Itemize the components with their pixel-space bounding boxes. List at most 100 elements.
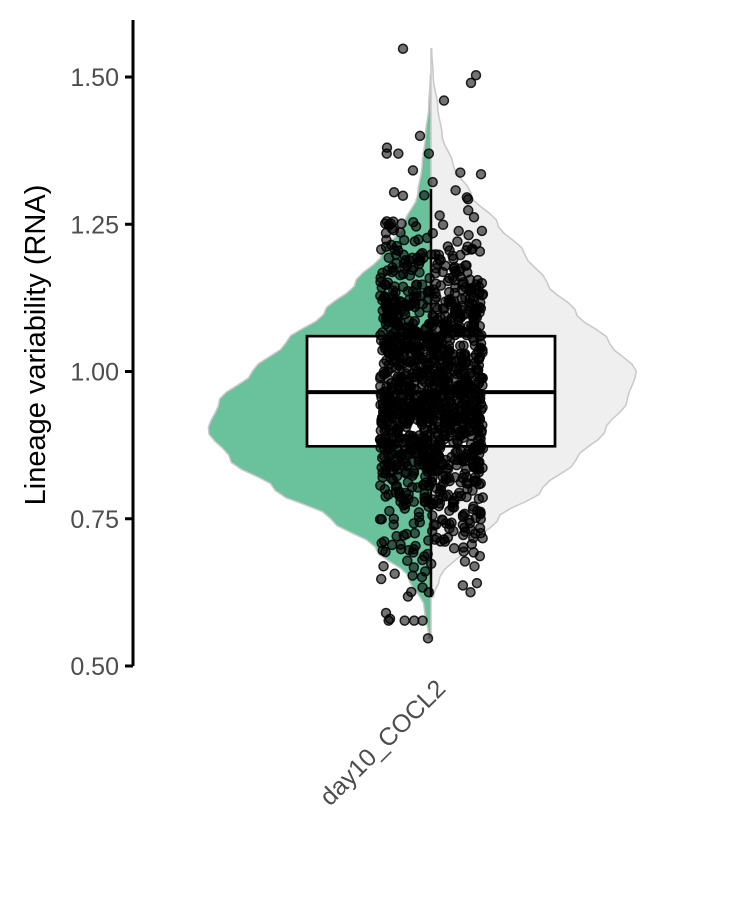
- data-point: [381, 424, 392, 436]
- data-point: [409, 355, 421, 366]
- data-point: [392, 381, 404, 393]
- data-point: [418, 190, 430, 201]
- data-point: [401, 260, 413, 272]
- data-point: [450, 267, 462, 278]
- data-point: [404, 270, 416, 281]
- data-point: [414, 267, 425, 278]
- data-point: [407, 399, 418, 410]
- data-point: [417, 615, 428, 626]
- x-category-label: day10_COCL2: [314, 674, 451, 811]
- data-point: [460, 308, 472, 320]
- data-point: [380, 546, 391, 558]
- data-point: [460, 292, 471, 303]
- data-point: [466, 244, 477, 255]
- data-point: [430, 263, 442, 274]
- data-point: [404, 346, 415, 358]
- data-point: [461, 477, 472, 488]
- y-tick-label: 1.50: [70, 64, 119, 92]
- data-point: [469, 561, 480, 572]
- data-point: [388, 297, 399, 308]
- data-point: [414, 408, 426, 420]
- data-point: [462, 378, 473, 389]
- data-point: [407, 285, 419, 297]
- data-point: [463, 426, 475, 437]
- data-point: [418, 442, 429, 454]
- data-point: [476, 225, 488, 237]
- data-point: [459, 556, 471, 567]
- data-point: [397, 190, 409, 201]
- data-point: [376, 513, 387, 525]
- data-point: [437, 318, 448, 330]
- data-point: [463, 229, 474, 241]
- data-point: [448, 543, 460, 554]
- data-point: [407, 371, 419, 383]
- data-point: [424, 272, 435, 284]
- data-point: [393, 148, 404, 159]
- data-point: [430, 288, 441, 299]
- data-point: [423, 318, 435, 330]
- data-point: [451, 323, 462, 335]
- data-point: [387, 262, 398, 273]
- data-point: [400, 487, 412, 499]
- data-point: [432, 377, 444, 389]
- data-point: [407, 430, 419, 442]
- data-point: [379, 279, 391, 290]
- data-point: [416, 374, 428, 385]
- data-point: [431, 362, 443, 373]
- data-point: [427, 227, 439, 239]
- data-point: [389, 568, 400, 580]
- data-point: [464, 274, 476, 285]
- data-point: [397, 413, 408, 424]
- data-point: [468, 314, 479, 325]
- box-outline: [305, 334, 557, 448]
- data-point: [448, 253, 459, 265]
- y-axis: 0.50 0.75 1.00 1.25 1.50: [70, 20, 135, 681]
- data-point: [437, 491, 448, 503]
- data-point: [378, 561, 389, 572]
- data-point: [457, 511, 469, 523]
- data-point: [413, 507, 425, 518]
- data-point: [422, 633, 434, 644]
- data-point: [468, 532, 479, 544]
- data-point: [450, 447, 461, 458]
- data-point: [414, 306, 425, 318]
- data-point: [409, 236, 421, 247]
- data-point: [477, 288, 489, 300]
- data-point: [458, 368, 470, 380]
- data-point: [475, 168, 487, 180]
- data-point: [452, 236, 463, 247]
- data-point: [375, 399, 386, 411]
- data-point: [450, 185, 461, 196]
- data-point: [408, 615, 420, 626]
- data-point: [454, 340, 466, 352]
- data-point: [469, 326, 480, 337]
- data-point: [442, 241, 454, 252]
- data-point: [458, 542, 469, 553]
- data-point: [391, 240, 403, 252]
- data-point: [419, 424, 431, 435]
- data-point: [475, 342, 486, 354]
- data-point: [423, 148, 435, 159]
- data-point: [472, 364, 484, 376]
- data-point: [420, 471, 431, 482]
- data-point: [451, 423, 462, 434]
- data-point: [462, 205, 474, 216]
- data-point: [448, 496, 460, 508]
- data-point: [407, 165, 419, 176]
- data-point: [398, 358, 409, 369]
- data-point: [420, 495, 431, 507]
- data-point: [437, 219, 449, 231]
- data-point: [470, 512, 482, 524]
- data-point: [455, 167, 466, 178]
- data-point: [393, 399, 404, 411]
- data-point: [396, 218, 407, 229]
- data-point: [397, 43, 409, 54]
- data-point: [388, 187, 400, 198]
- data-point: [442, 275, 454, 287]
- data-point: [457, 529, 469, 541]
- data-point: [434, 210, 445, 221]
- data-point: [375, 573, 387, 585]
- data-point: [468, 547, 479, 558]
- data-point: [419, 340, 431, 352]
